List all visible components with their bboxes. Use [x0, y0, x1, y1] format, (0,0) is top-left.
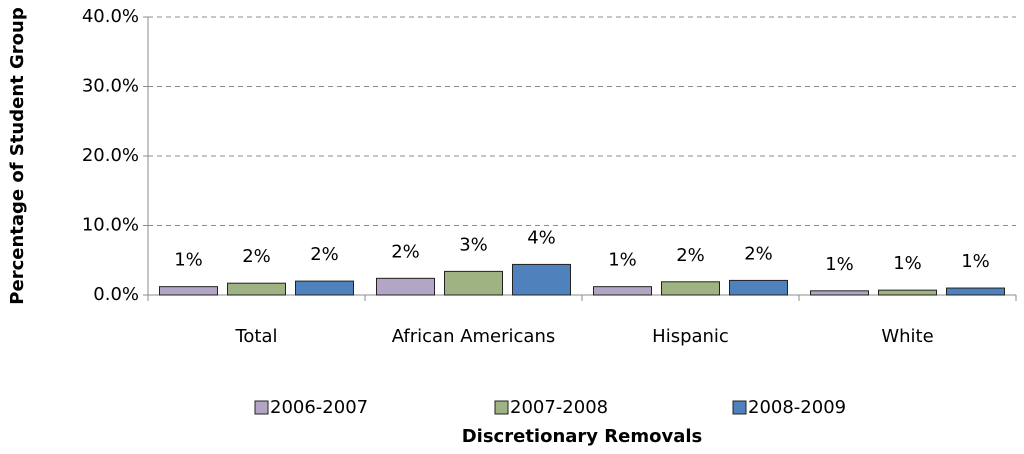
y-tick-label: 40.0%: [82, 6, 139, 27]
bar: [729, 279, 788, 296]
bar: [512, 263, 571, 296]
x-tick-label: Total: [234, 326, 277, 347]
x-axis-title: Discretionary Removals: [462, 426, 703, 447]
bar: [810, 290, 869, 296]
data-label: 2%: [242, 246, 271, 267]
legend-label: 2006-2007: [270, 397, 368, 418]
data-label: 3%: [459, 234, 488, 255]
data-label: 2%: [391, 241, 420, 262]
bar: [159, 286, 218, 296]
legend-swatch: [732, 400, 747, 415]
data-label: 2%: [676, 245, 705, 266]
legend-swatch: [254, 400, 269, 415]
data-label: 2%: [310, 244, 339, 265]
bar: [946, 287, 1005, 296]
data-label: 1%: [893, 253, 922, 274]
y-axis-title: Percentage of Student Group: [7, 7, 28, 305]
data-label: 1%: [608, 250, 637, 271]
legend-swatch: [494, 400, 509, 415]
bar: [593, 286, 652, 296]
legend-label: 2007-2008: [510, 397, 608, 418]
x-tick-label: African Americans: [392, 326, 556, 347]
bar: [295, 280, 354, 296]
data-label: 2%: [744, 243, 773, 264]
y-tick-label: 10.0%: [82, 215, 139, 236]
legend-label: 2008-2009: [748, 397, 846, 418]
x-tick-label: White: [881, 326, 933, 347]
y-tick-label: 30.0%: [82, 76, 139, 97]
data-label: 1%: [961, 251, 990, 272]
bar: [376, 277, 435, 296]
data-label: 1%: [174, 250, 203, 271]
bar: [444, 270, 503, 296]
data-label: 1%: [825, 254, 854, 275]
bar: [878, 289, 937, 296]
bar: [661, 281, 720, 296]
x-tick-label: Hispanic: [652, 326, 729, 347]
bar: [227, 282, 286, 296]
y-tick-label: 0.0%: [93, 284, 139, 305]
data-label: 4%: [527, 227, 556, 248]
y-tick-label: 20.0%: [82, 145, 139, 166]
